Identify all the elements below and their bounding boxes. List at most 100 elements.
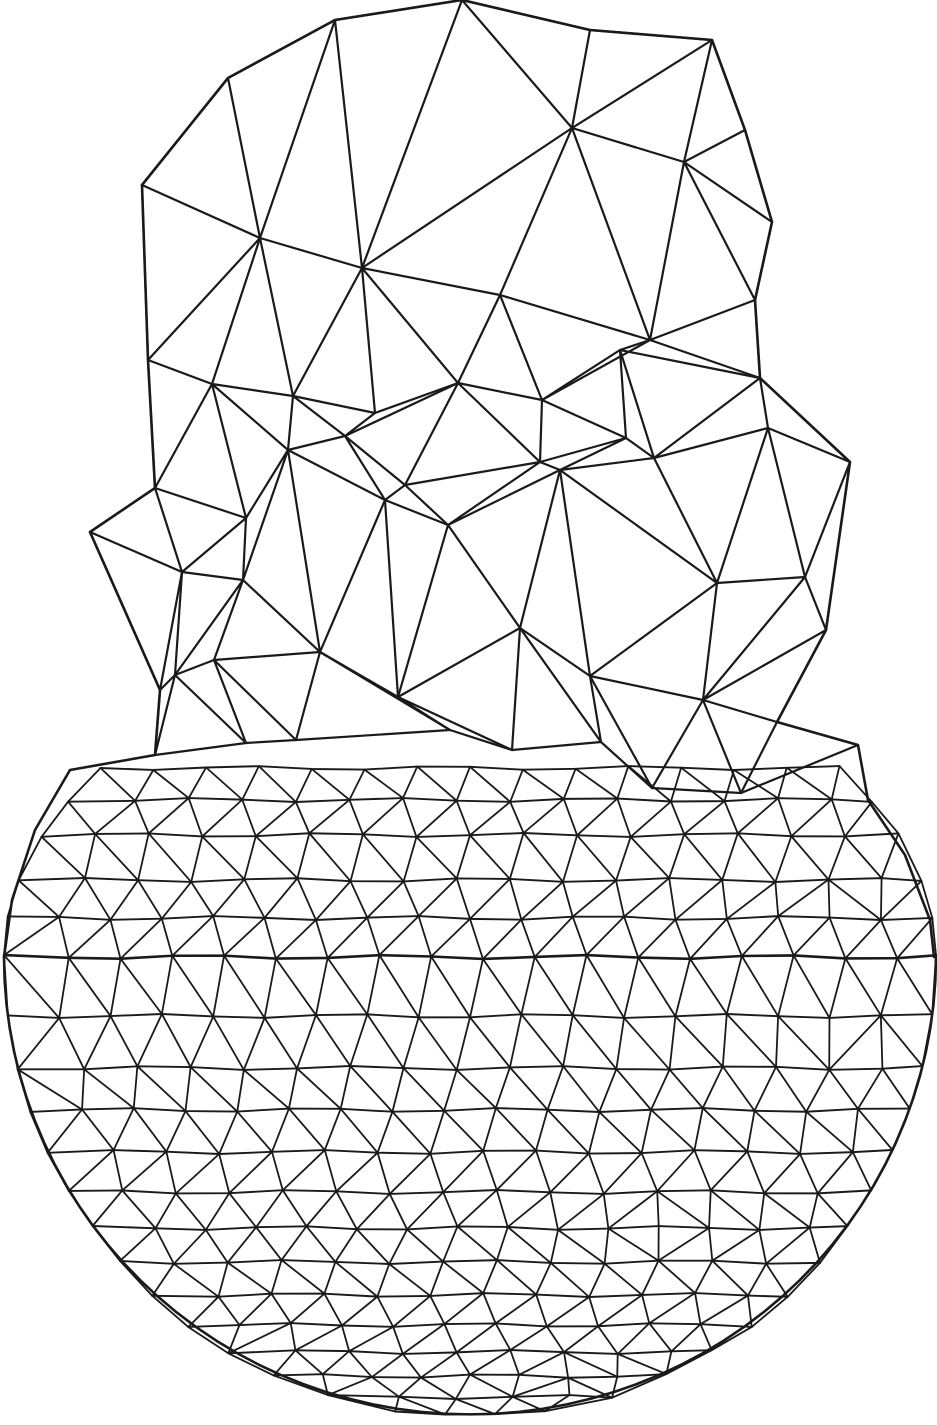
mesh-edge bbox=[808, 1192, 819, 1229]
mesh-edge bbox=[777, 915, 795, 957]
mesh-edge bbox=[799, 1153, 819, 1195]
cap-edge bbox=[715, 575, 807, 585]
cap-edge bbox=[343, 434, 387, 502]
cap-edge bbox=[456, 381, 542, 464]
mesh-edge bbox=[378, 954, 420, 1019]
cap-edge bbox=[360, 126, 574, 270]
cap-edge bbox=[715, 426, 770, 585]
mesh-edge bbox=[171, 915, 215, 957]
mesh-edge bbox=[494, 1395, 514, 1416]
mesh-edge bbox=[388, 1193, 408, 1231]
cap-edge bbox=[446, 468, 562, 527]
cap-edge bbox=[343, 434, 407, 487]
mesh-edge bbox=[294, 801, 311, 835]
mesh-edge bbox=[699, 1323, 713, 1352]
cap-edge bbox=[624, 436, 656, 460]
mesh-edge bbox=[857, 1067, 884, 1110]
mesh-edge bbox=[494, 1293, 538, 1325]
mesh-edge bbox=[430, 917, 471, 958]
cap-edge bbox=[558, 456, 656, 472]
mesh-edge bbox=[217, 1261, 229, 1298]
mesh-edge bbox=[615, 836, 632, 882]
cap-edge bbox=[153, 673, 177, 757]
mesh-edge bbox=[699, 1294, 749, 1326]
mesh-edge bbox=[623, 956, 640, 1019]
cap-edge bbox=[173, 658, 216, 677]
mesh-edge bbox=[391, 1110, 432, 1155]
cap-edge bbox=[498, 293, 544, 402]
mesh-edge bbox=[402, 765, 419, 799]
mesh-edge bbox=[455, 1069, 497, 1109]
mesh-edge bbox=[496, 1259, 538, 1296]
mesh-edge bbox=[511, 1376, 570, 1398]
mesh-edge bbox=[733, 769, 780, 800]
mesh-edge bbox=[391, 1067, 405, 1113]
mesh-edge bbox=[469, 917, 484, 960]
mesh-edge bbox=[533, 956, 574, 1017]
mesh-edge bbox=[296, 877, 317, 921]
mesh-edge bbox=[557, 1228, 606, 1265]
mesh-edge bbox=[777, 766, 788, 800]
mesh-edge bbox=[723, 800, 739, 835]
mesh-edge bbox=[136, 1065, 187, 1112]
mesh-edge bbox=[816, 1151, 854, 1195]
mesh-edge bbox=[296, 832, 311, 880]
cap-edge bbox=[446, 460, 542, 527]
mesh-edge bbox=[623, 915, 640, 959]
mesh-edge bbox=[509, 1066, 549, 1111]
mesh-edge bbox=[896, 917, 934, 960]
mesh-edge bbox=[844, 957, 882, 1017]
mesh-edge bbox=[520, 880, 564, 921]
mesh-edge bbox=[366, 916, 381, 957]
mesh-edge bbox=[289, 1292, 326, 1324]
mesh-edge bbox=[263, 916, 277, 960]
mesh-edge bbox=[648, 1322, 673, 1353]
mesh-edge bbox=[482, 958, 523, 1016]
mesh-edge bbox=[218, 1110, 239, 1155]
mesh-edge bbox=[401, 1352, 422, 1379]
mesh-edge bbox=[257, 765, 297, 803]
mesh-edge bbox=[827, 878, 831, 919]
mesh-edge bbox=[58, 915, 70, 959]
mesh-edge bbox=[212, 878, 246, 917]
cap-edge bbox=[538, 460, 562, 472]
mesh-edge bbox=[388, 1228, 408, 1265]
mesh-edge bbox=[611, 1373, 668, 1399]
mesh-edge bbox=[469, 1016, 511, 1069]
mesh-edge bbox=[392, 1325, 404, 1355]
mesh-edge bbox=[623, 877, 671, 918]
mesh-edge bbox=[637, 956, 677, 1018]
mesh-edge bbox=[469, 1349, 512, 1376]
latitude-line bbox=[187, 1322, 753, 1328]
mesh-edge bbox=[151, 1262, 175, 1297]
cap-edge bbox=[701, 698, 779, 724]
mesh-edge bbox=[160, 881, 193, 920]
mesh-edge bbox=[263, 1016, 298, 1070]
mesh-edge bbox=[271, 1107, 290, 1153]
mesh-edge bbox=[469, 765, 512, 803]
mesh-edge bbox=[790, 798, 833, 838]
mesh-edge bbox=[674, 1015, 724, 1068]
cap-edge bbox=[618, 348, 628, 440]
mesh-edge bbox=[711, 1229, 761, 1262]
mesh-edge bbox=[758, 1192, 766, 1231]
mesh-edge bbox=[401, 1323, 446, 1355]
mesh-edge bbox=[348, 798, 364, 836]
mesh-edge bbox=[562, 767, 577, 800]
mesh-edge bbox=[562, 1014, 574, 1068]
mesh-edge bbox=[546, 1065, 565, 1111]
mesh-edge bbox=[160, 917, 174, 957]
mesh-edge bbox=[236, 1110, 273, 1153]
mesh-edge bbox=[657, 1227, 710, 1262]
mesh-edge bbox=[494, 1107, 537, 1152]
mesh-edge bbox=[227, 1322, 292, 1355]
mesh-edge bbox=[187, 1295, 220, 1328]
mesh-edge bbox=[349, 1065, 394, 1113]
mesh-edge bbox=[134, 799, 150, 835]
mesh-edge bbox=[880, 919, 899, 960]
cap-edge bbox=[403, 381, 460, 487]
mesh-edge bbox=[522, 797, 565, 834]
mesh-edge bbox=[402, 1067, 446, 1112]
